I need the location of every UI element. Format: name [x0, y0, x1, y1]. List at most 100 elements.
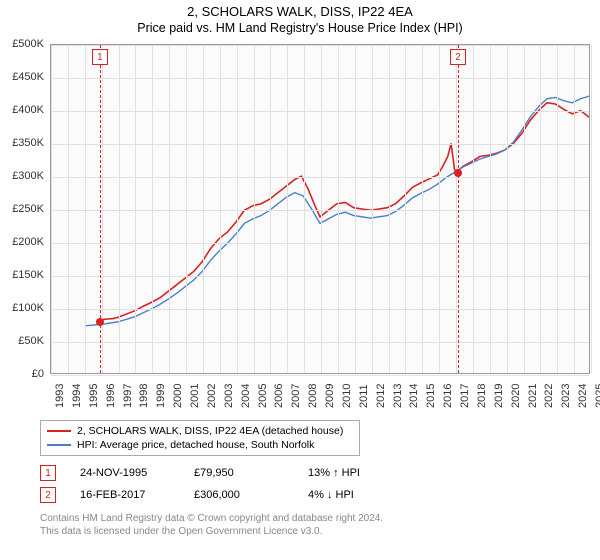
marker-guideline — [458, 45, 459, 373]
x-axis-tick-label: 2025 — [594, 384, 600, 408]
x-axis-tick-label: 1997 — [122, 384, 134, 408]
y-axis-tick-label: £400K — [12, 104, 44, 116]
x-axis-tick-label: 2020 — [510, 384, 522, 408]
y-axis-tick-label: £150K — [12, 269, 44, 281]
y-axis-tick-label: £350K — [12, 137, 44, 149]
gridline-vertical — [540, 45, 541, 373]
gridline-vertical — [51, 45, 52, 373]
legend-box: 2, SCHOLARS WALK, DISS, IP22 4EA (detach… — [40, 420, 360, 456]
gridline-vertical — [152, 45, 153, 373]
x-axis-labels: 1993199419951996199719981999200020012002… — [50, 378, 590, 418]
x-axis-tick-label: 1998 — [138, 384, 150, 408]
x-axis-tick-label: 2021 — [527, 384, 539, 408]
y-axis-tick-label: £100K — [12, 302, 44, 314]
x-axis-tick-label: 2000 — [172, 384, 184, 408]
gridline-horizontal — [51, 375, 589, 376]
x-axis-tick-label: 2017 — [459, 384, 471, 408]
chart-title-sub: Price paid vs. HM Land Registry's House … — [0, 21, 600, 35]
gridline-vertical — [456, 45, 457, 373]
y-axis-tick-label: £200K — [12, 236, 44, 248]
gridline-vertical — [389, 45, 390, 373]
x-axis-tick-label: 2016 — [442, 384, 454, 408]
marker-number-box: 2 — [450, 49, 466, 65]
x-axis-tick-label: 1996 — [105, 384, 117, 408]
x-axis-tick-label: 2022 — [543, 384, 555, 408]
x-axis-tick-label: 2014 — [408, 384, 420, 408]
x-axis-tick-label: 1999 — [155, 384, 167, 408]
x-axis-tick-label: 2003 — [223, 384, 235, 408]
gridline-vertical — [186, 45, 187, 373]
x-axis-tick-label: 2019 — [493, 384, 505, 408]
markers-table: 124-NOV-1995£79,95013% ↑ HPI216-FEB-2017… — [40, 462, 510, 506]
y-axis-labels: £0£50K£100K£150K£200K£250K£300K£350K£400… — [0, 44, 48, 374]
gridline-vertical — [355, 45, 356, 373]
gridline-vertical — [507, 45, 508, 373]
gridline-vertical — [220, 45, 221, 373]
x-axis-tick-label: 1995 — [88, 384, 100, 408]
legend-item: 2, SCHOLARS WALK, DISS, IP22 4EA (detach… — [47, 424, 353, 438]
gridline-vertical — [405, 45, 406, 373]
gridline-vertical — [338, 45, 339, 373]
y-axis-tick-label: £500K — [12, 38, 44, 50]
gridline-vertical — [439, 45, 440, 373]
gridline-vertical — [304, 45, 305, 373]
footer-attribution: Contains HM Land Registry data © Crown c… — [40, 512, 580, 538]
x-axis-tick-label: 2011 — [358, 384, 370, 408]
series-line-price_paid — [100, 103, 589, 321]
x-axis-tick-label: 2012 — [375, 384, 387, 408]
y-axis-tick-label: £250K — [12, 203, 44, 215]
gridline-horizontal — [51, 111, 589, 112]
gridline-vertical — [473, 45, 474, 373]
gridline-vertical — [557, 45, 558, 373]
gridline-vertical — [574, 45, 575, 373]
y-axis-tick-label: £300K — [12, 170, 44, 182]
gridline-vertical — [254, 45, 255, 373]
x-axis-tick-label: 2010 — [341, 384, 353, 408]
marker-point-icon — [454, 169, 462, 177]
marker-date: 24-NOV-1995 — [80, 467, 170, 479]
y-axis-tick-label: £450K — [12, 71, 44, 83]
x-axis-tick-label: 2007 — [290, 384, 302, 408]
gridline-vertical — [68, 45, 69, 373]
chart-plot-area: 12 — [50, 44, 590, 374]
legend-label: HPI: Average price, detached house, Sout… — [77, 439, 314, 451]
marker-price: £79,950 — [194, 467, 284, 479]
gridline-vertical — [135, 45, 136, 373]
legend-swatch — [47, 444, 71, 446]
x-axis-tick-label: 1994 — [71, 384, 83, 408]
footer-line: This data is licensed under the Open Gov… — [40, 525, 580, 538]
legend-item: HPI: Average price, detached house, Sout… — [47, 438, 353, 452]
x-axis-tick-label: 2023 — [560, 384, 572, 408]
x-axis-tick-label: 2004 — [240, 384, 252, 408]
legend-label: 2, SCHOLARS WALK, DISS, IP22 4EA (detach… — [77, 425, 343, 437]
marker-table-row: 1 24-NOV-1995 £79,950 13% ↑ HPI — [40, 462, 510, 484]
x-axis-tick-label: 2006 — [273, 384, 285, 408]
gridline-horizontal — [51, 45, 589, 46]
gridline-vertical — [372, 45, 373, 373]
x-axis-tick-label: 2002 — [206, 384, 218, 408]
x-axis-tick-label: 2005 — [257, 384, 269, 408]
gridline-vertical — [422, 45, 423, 373]
x-axis-tick-label: 2001 — [189, 384, 201, 408]
y-axis-tick-label: £50K — [18, 335, 44, 347]
gridline-vertical — [591, 45, 592, 373]
gridline-vertical — [85, 45, 86, 373]
marker-delta: 13% ↑ HPI — [308, 467, 398, 479]
marker-date: 16-FEB-2017 — [80, 489, 170, 501]
x-axis-tick-label: 2013 — [392, 384, 404, 408]
chart-title-block: 2, SCHOLARS WALK, DISS, IP22 4EA Price p… — [0, 0, 600, 37]
y-axis-tick-label: £0 — [32, 368, 44, 380]
marker-price: £306,000 — [194, 489, 284, 501]
gridline-horizontal — [51, 309, 589, 310]
x-axis-tick-label: 2024 — [577, 384, 589, 408]
gridline-horizontal — [51, 210, 589, 211]
gridline-vertical — [270, 45, 271, 373]
x-axis-tick-label: 2008 — [307, 384, 319, 408]
gridline-vertical — [237, 45, 238, 373]
x-axis-tick-label: 2009 — [324, 384, 336, 408]
gridline-vertical — [490, 45, 491, 373]
gridline-horizontal — [51, 78, 589, 79]
marker-number-box: 1 — [40, 465, 56, 481]
marker-table-row: 216-FEB-2017£306,0004% ↓ HPI — [40, 484, 510, 506]
gridline-horizontal — [51, 276, 589, 277]
